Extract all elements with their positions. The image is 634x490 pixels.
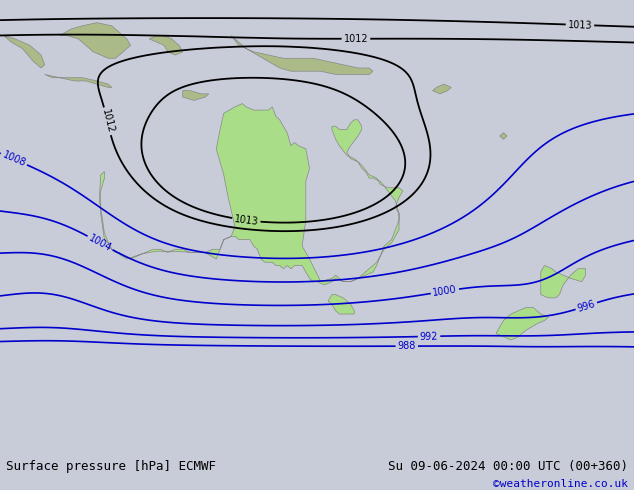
Polygon shape xyxy=(231,36,373,74)
Text: 1004: 1004 xyxy=(87,233,113,253)
Polygon shape xyxy=(500,133,507,139)
Polygon shape xyxy=(4,36,45,68)
Text: Surface pressure [hPa] ECMWF: Surface pressure [hPa] ECMWF xyxy=(6,460,216,473)
Text: 1012: 1012 xyxy=(100,108,115,134)
Polygon shape xyxy=(99,103,403,285)
Text: 992: 992 xyxy=(420,331,438,342)
Polygon shape xyxy=(496,308,548,340)
Polygon shape xyxy=(149,36,183,55)
Polygon shape xyxy=(183,91,209,100)
Polygon shape xyxy=(328,294,354,314)
Text: 1012: 1012 xyxy=(344,34,368,44)
Text: ©weatheronline.co.uk: ©weatheronline.co.uk xyxy=(493,480,628,490)
Text: 1013: 1013 xyxy=(567,20,592,30)
Polygon shape xyxy=(60,23,131,58)
Polygon shape xyxy=(541,266,586,298)
Text: Su 09-06-2024 00:00 UTC (00+360): Su 09-06-2024 00:00 UTC (00+360) xyxy=(387,460,628,473)
Text: 996: 996 xyxy=(576,298,597,314)
Text: 988: 988 xyxy=(398,341,416,351)
Polygon shape xyxy=(432,84,451,94)
Text: 1000: 1000 xyxy=(432,284,458,298)
Polygon shape xyxy=(45,74,112,87)
Text: 1013: 1013 xyxy=(233,214,259,227)
Text: 1008: 1008 xyxy=(1,150,27,169)
